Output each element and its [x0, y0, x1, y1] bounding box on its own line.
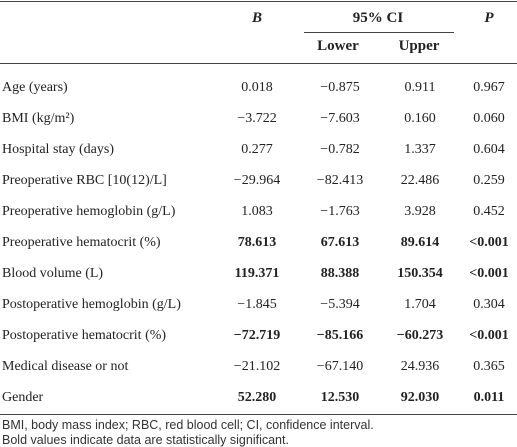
b-value: 0.018	[241, 80, 273, 95]
header-ci: 95% CI	[352, 10, 404, 26]
p-value: 0.967	[473, 80, 505, 95]
ci-lower: −67.140	[316, 359, 364, 374]
b-value: −3.722	[237, 111, 277, 126]
ci-lower: 88.388	[320, 266, 360, 281]
ci-upper: 150.354	[397, 266, 443, 281]
footnote: Bold values indicate data are statistica…	[2, 433, 289, 447]
ci-lower: −0.875	[320, 80, 360, 95]
ci-lower: −7.603	[320, 111, 360, 126]
row-label: Postoperative hemoglobin (g/L)	[2, 297, 181, 312]
b-value: 78.613	[237, 235, 277, 250]
b-value: 52.280	[237, 390, 277, 405]
ci-lower: −0.782	[320, 142, 360, 157]
row-label: Medical disease or not	[2, 359, 129, 374]
b-value: −72.719	[233, 328, 281, 343]
header-rule	[0, 63, 517, 64]
ci-upper: 1.337	[404, 142, 436, 157]
p-value: 0.060	[473, 111, 505, 126]
top-rule	[0, 1, 517, 2]
ci-upper: 22.486	[400, 173, 440, 188]
b-value: 119.371	[234, 266, 280, 281]
ci-lower: 12.530	[320, 390, 360, 405]
p-value: 0.011	[473, 390, 505, 405]
ci-upper: 89.614	[400, 235, 440, 250]
header-upper: Upper	[398, 38, 440, 54]
ci-upper: 92.030	[400, 390, 440, 405]
row-label: Postoperative hematocrit (%)	[2, 328, 167, 343]
ci-lower: −82.413	[316, 173, 364, 188]
bottom-rule	[0, 414, 517, 415]
ci-upper: 0.911	[404, 80, 436, 95]
ci-upper: 1.704	[404, 297, 436, 312]
footnote: BMI, body mass index; RBC, red blood cel…	[2, 418, 374, 432]
row-label: Preoperative hemoglobin (g/L)	[2, 204, 176, 219]
ci-upper: 3.928	[404, 204, 436, 219]
ci-upper: 0.160	[404, 111, 436, 126]
header-lower: Lower	[317, 38, 359, 54]
header-b: B	[251, 10, 263, 26]
row-label: Hospital stay (days)	[2, 142, 114, 157]
row-label: Preoperative hematocrit (%)	[2, 235, 161, 250]
row-label: Age (years)	[2, 80, 68, 95]
header-p: P	[484, 10, 494, 26]
p-value: 0.604	[473, 142, 505, 157]
row-label: BMI (kg/m²)	[2, 111, 75, 126]
row-label: Preoperative RBC [10(12)/L]	[2, 173, 167, 188]
p-value: 0.304	[473, 297, 505, 312]
b-value: −1.845	[237, 297, 277, 312]
b-value: −21.102	[233, 359, 281, 374]
ci-lower: 67.613	[320, 235, 360, 250]
row-label: Blood volume (L)	[2, 266, 104, 281]
ci-lower: −1.763	[320, 204, 360, 219]
b-value: 1.083	[241, 204, 273, 219]
ci-upper: 24.936	[400, 359, 440, 374]
p-value: <0.001	[469, 235, 509, 250]
p-value: 0.365	[473, 359, 505, 374]
ci-rule	[304, 32, 454, 33]
b-value: −29.964	[233, 173, 281, 188]
p-value: 0.452	[473, 204, 505, 219]
ci-upper: −60.273	[396, 328, 444, 343]
p-value: <0.001	[469, 328, 509, 343]
ci-lower: −5.394	[320, 297, 360, 312]
p-value: 0.259	[473, 173, 505, 188]
b-value: 0.277	[241, 142, 273, 157]
ci-lower: −85.166	[316, 328, 364, 343]
row-label: Gender	[2, 390, 44, 405]
p-value: <0.001	[469, 266, 509, 281]
